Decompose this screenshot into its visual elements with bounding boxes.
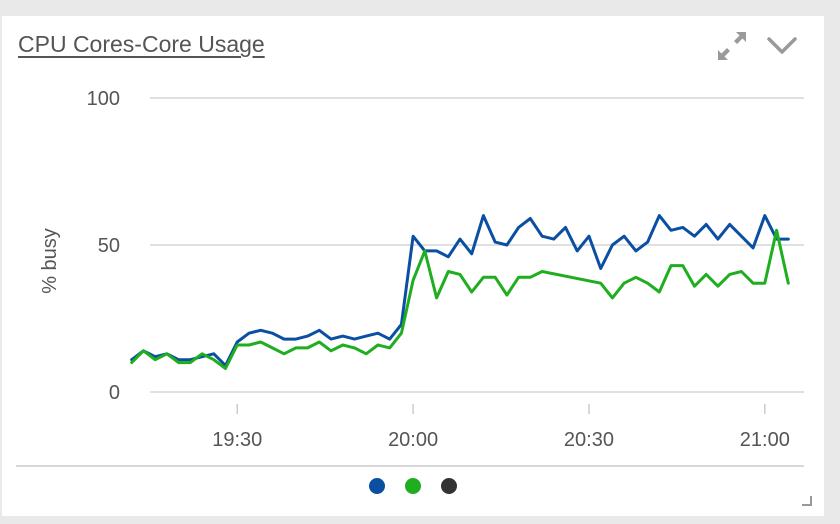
legend-dot-3[interactable] [441,478,457,494]
line-chart: 0 50 100 19:30 20:00 20:30 21:00 % busy [16,88,804,467]
chevron-down-icon[interactable] [764,28,800,64]
legend-dot-1[interactable] [369,478,385,494]
x-tick-label: 20:30 [564,429,614,451]
y-tick-label: 0 [109,382,120,404]
series-line-1[interactable] [130,214,790,367]
expand-icon[interactable] [714,28,750,64]
resize-handle-icon[interactable] [802,496,812,506]
y-axis-title: % busy [39,228,61,294]
cpu-usage-widget: CPU Cores-Core Usage 0 50 100 19:30 20:00 20:… [2,16,824,516]
widget-title[interactable]: CPU Cores-Core Usage [18,31,265,57]
chart-legend [2,478,824,498]
x-tick-label: 19:30 [212,429,262,451]
legend-dot-2[interactable] [405,478,421,494]
series-line-2[interactable] [130,228,790,370]
x-tick-label: 20:00 [388,429,438,451]
x-tick-label: 21:00 [740,429,790,451]
y-tick-label: 50 [98,235,120,257]
y-tick-label: 100 [87,88,120,110]
